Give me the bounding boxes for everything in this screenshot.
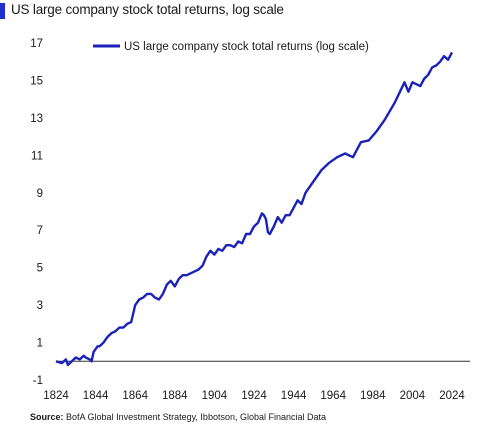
y-tick-label: 13 bbox=[30, 113, 43, 125]
legend-label: US large company stock total returns (lo… bbox=[124, 41, 369, 53]
y-tick-label: 7 bbox=[37, 225, 43, 237]
x-tick-label: 1824 bbox=[43, 390, 69, 402]
y-tick-label: 9 bbox=[37, 188, 43, 200]
y-tick-label: -1 bbox=[33, 375, 43, 387]
x-tick-label: 1884 bbox=[162, 390, 188, 402]
source-note: Source: BofA Global Investment Strategy,… bbox=[30, 412, 326, 422]
x-tick-label: 1904 bbox=[202, 390, 228, 402]
source-label: Source: bbox=[30, 412, 64, 422]
series-line-0 bbox=[55, 51, 454, 367]
x-tick-label: 1924 bbox=[241, 390, 267, 402]
source-text: BofA Global Investment Strategy, Ibbotso… bbox=[66, 412, 327, 422]
y-tick-label: 11 bbox=[31, 150, 43, 162]
y-tick-label: 1 bbox=[37, 338, 43, 350]
y-tick-label: 5 bbox=[37, 263, 43, 275]
chart-subtitle: US large company stock total returns, lo… bbox=[11, 2, 284, 17]
x-tick-label: 1984 bbox=[360, 390, 386, 402]
subtitle-accent-bar bbox=[0, 3, 5, 19]
x-tick-label: 1864 bbox=[122, 390, 148, 402]
y-tick-label: 15 bbox=[30, 75, 43, 87]
x-tick-label: 1964 bbox=[320, 390, 346, 402]
x-tick-label: 2024 bbox=[439, 390, 465, 402]
y-tick-label: 3 bbox=[37, 300, 43, 312]
legend[interactable]: US large company stock total returns (lo… bbox=[93, 41, 369, 53]
x-tick-label: 1944 bbox=[281, 390, 307, 402]
x-axis-ticks: 1824 1844 1864 1884 1904 1924 1944 1964 1984 2004… bbox=[43, 390, 465, 402]
y-tick-label: 17 bbox=[30, 38, 43, 50]
x-tick-label: 2004 bbox=[400, 390, 426, 402]
x-tick-label: 1844 bbox=[83, 390, 109, 402]
series-layer bbox=[55, 51, 454, 367]
